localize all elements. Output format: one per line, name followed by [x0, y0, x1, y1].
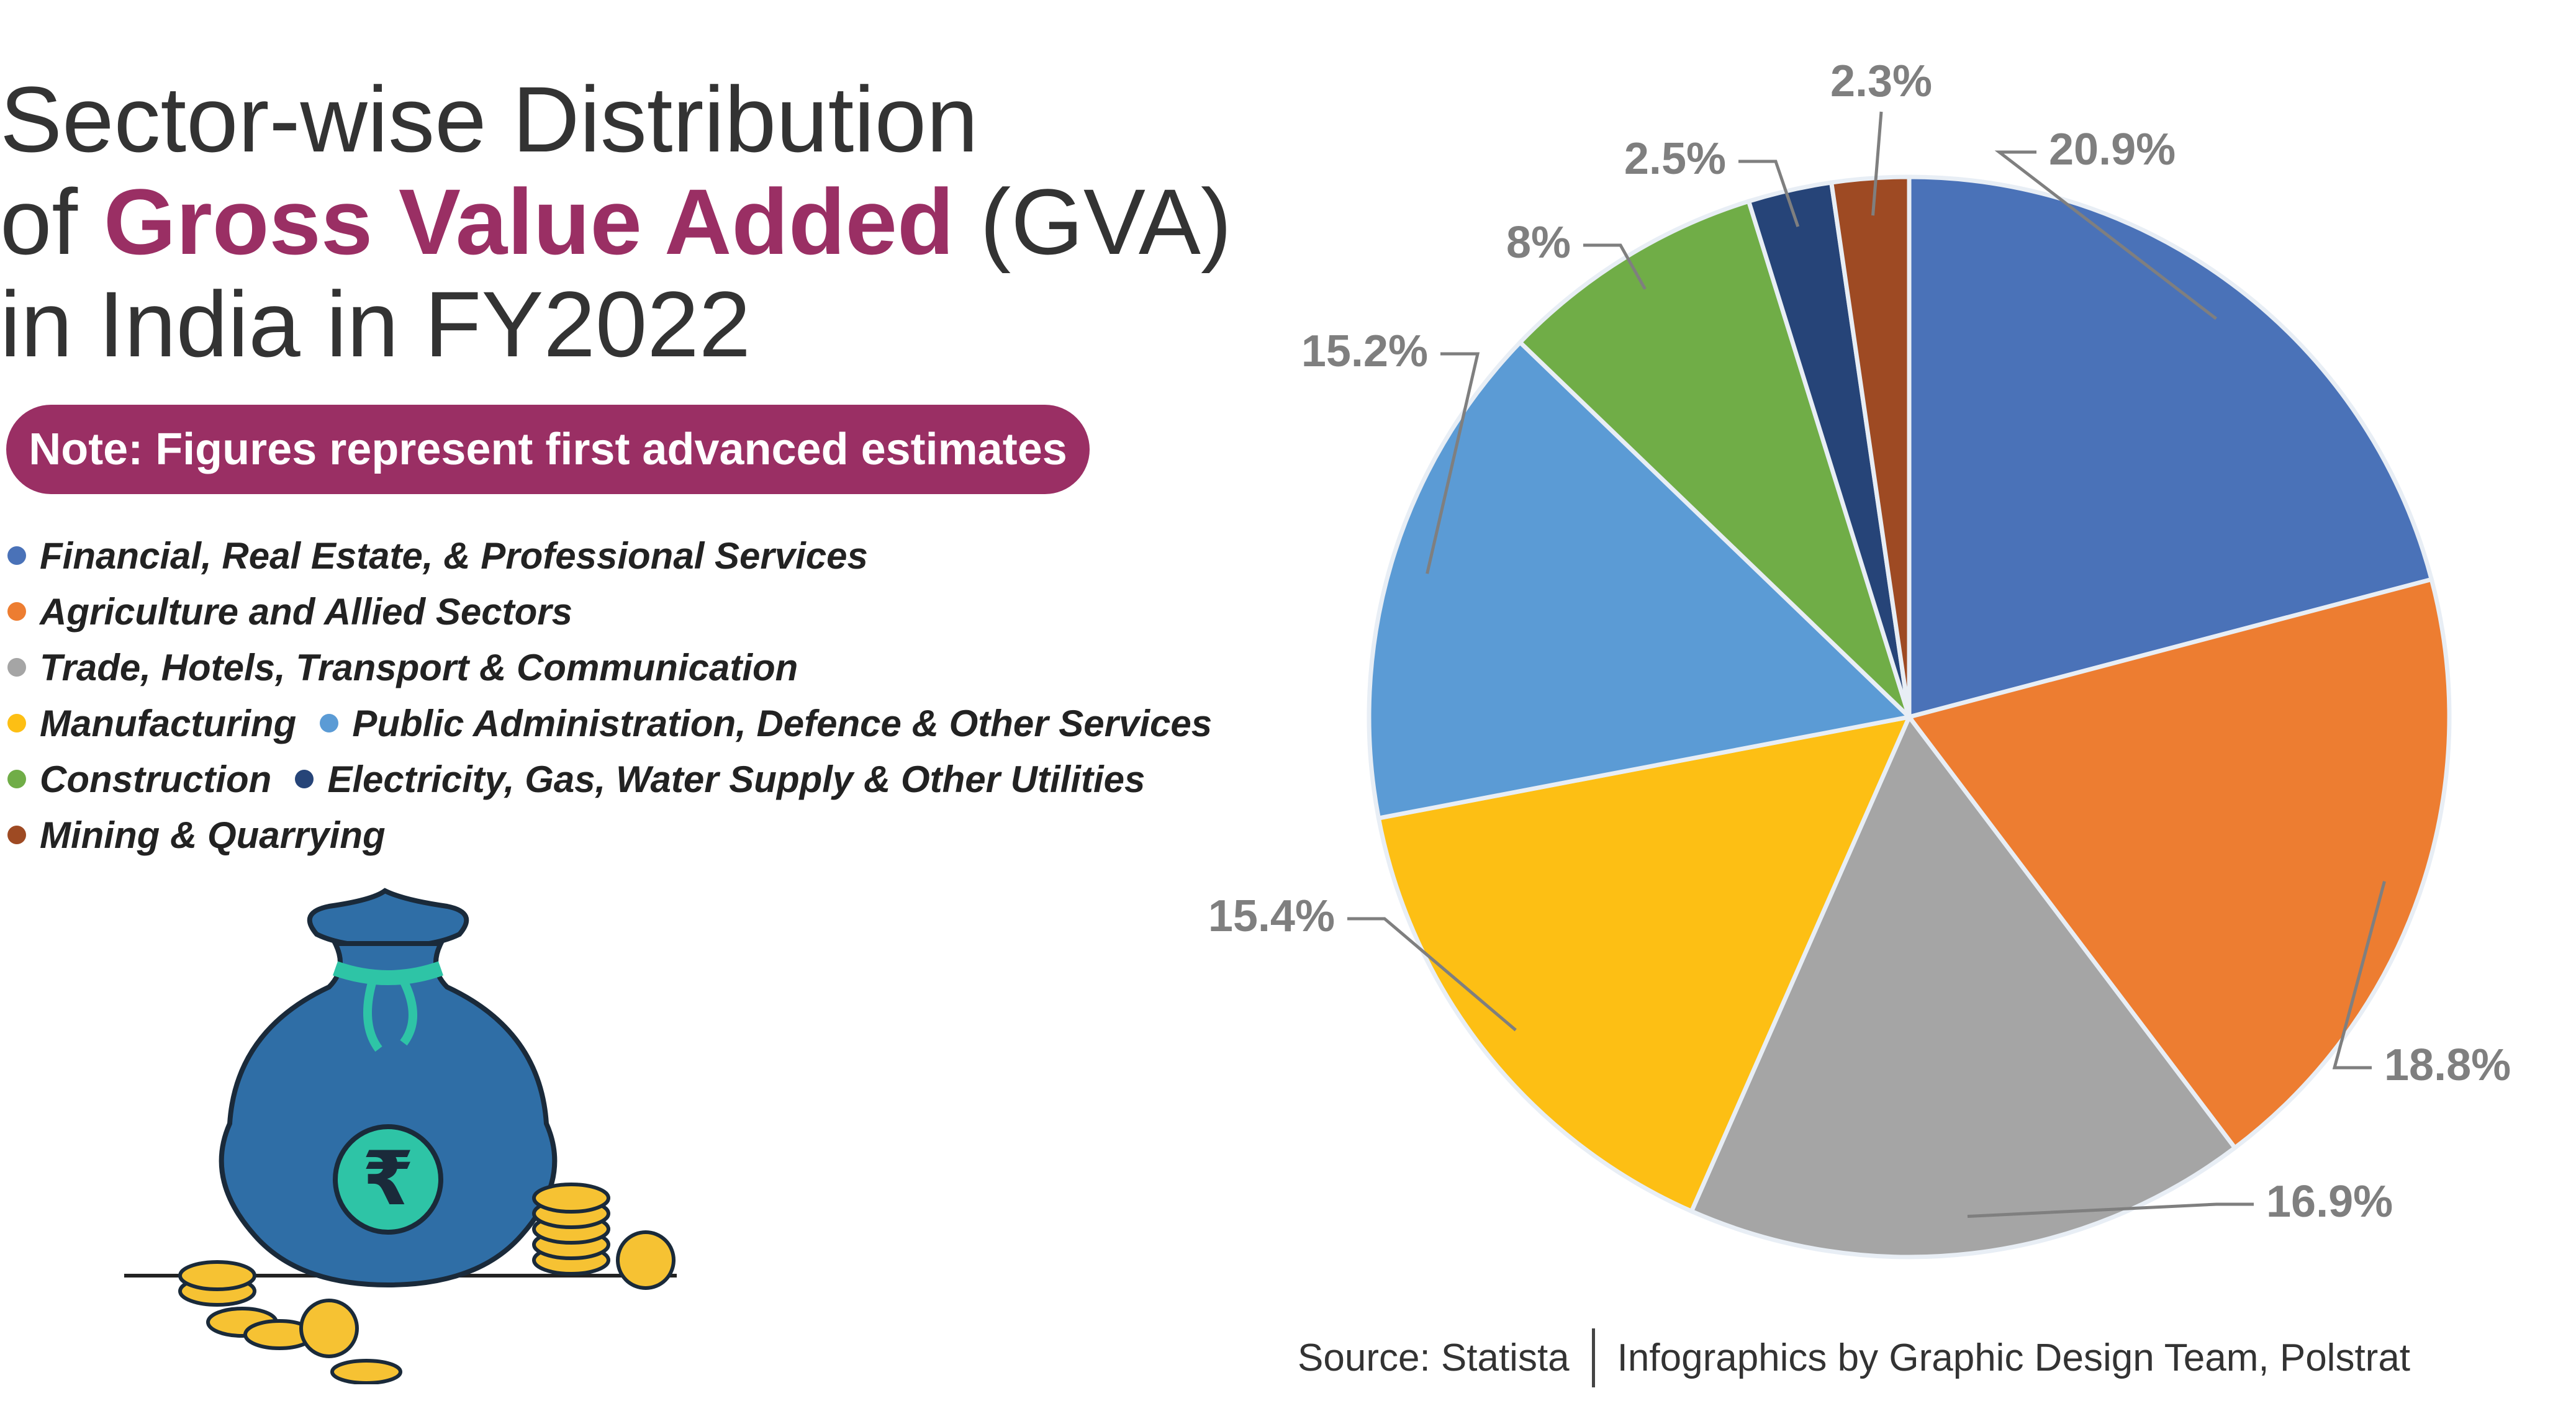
legend-label-mining: Mining & Quarrying: [40, 814, 386, 856]
rupee-symbol: ₹: [362, 1136, 414, 1222]
data-label: 2.5%: [1624, 134, 1726, 184]
pie-slices: [1367, 174, 2452, 1260]
chart-title: Sector-wise Distribution of Gross Value …: [0, 68, 1242, 376]
legend-item-construction: Construction: [7, 758, 271, 801]
pie-labels: 20.9% 18.8% 16.9% 15.4% 15.2% 8% 2.5% 2.3%: [1208, 56, 2511, 1227]
legend-label-construction: Construction: [40, 758, 272, 800]
legend-row: Agriculture and Allied Sectors: [7, 584, 1187, 639]
pie-leader-lines: [1347, 111, 2386, 1219]
data-label: 15.4%: [1208, 891, 1335, 941]
data-label: 8%: [1506, 218, 1571, 268]
title-highlight: Gross Value Added: [103, 169, 954, 274]
legend-item-trade: Trade, Hotels, Transport & Communication: [7, 646, 798, 689]
leader-line: [2332, 881, 2386, 1070]
money-bag-icon: ₹: [124, 888, 677, 1384]
legend-swatch-manufacturing: [7, 714, 26, 732]
legend-label-electricity: Electricity, Gas, Water Supply & Other U…: [327, 758, 1146, 800]
legend: Financial, Real Estate, & Professional S…: [7, 528, 1212, 863]
pie-slice: [1376, 714, 1913, 1214]
legend-swatch-mining: [7, 826, 26, 844]
legend-label-trade: Trade, Hotels, Transport & Communication: [40, 646, 798, 688]
legend-item-manufacturing: Manufacturing: [7, 702, 296, 745]
rupee-coin: [333, 1124, 443, 1235]
legend-swatch-construction: [7, 770, 26, 788]
legend-label-agriculture: Agriculture and Allied Sectors: [40, 590, 572, 633]
pie-slice: [1517, 198, 1912, 719]
legend-row: Construction Electricity, Gas, Water Sup…: [7, 751, 1187, 807]
coin-stack-left: [178, 1260, 402, 1384]
footer: Source: Statista Infographics by Graphic…: [1298, 1328, 2539, 1387]
bag-body: [219, 941, 558, 1288]
leader-line: [1967, 1202, 2254, 1219]
leader-line: [1994, 150, 2217, 320]
data-label: 2.3%: [1830, 56, 1932, 106]
legend-label-public-admin: Public Administration, Defence & Other S…: [352, 702, 1213, 744]
rope-ends: [363, 978, 417, 1052]
source-text: Source: Statista: [1298, 1336, 1570, 1379]
legend-swatch-public-admin: [320, 714, 339, 732]
legend-swatch-trade: [7, 658, 26, 677]
note-badge: Note: Figures represent first advanced e…: [6, 405, 1090, 494]
legend-item-agriculture: Agriculture and Allied Sectors: [7, 590, 572, 633]
data-label: 18.8%: [2384, 1040, 2511, 1090]
leader-line: [1426, 352, 1480, 574]
legend-row: Trade, Hotels, Transport & Communication: [7, 639, 1187, 695]
leader-line: [1871, 111, 1883, 216]
coin-stack-right: [532, 1183, 676, 1290]
footer-divider: [1591, 1328, 1595, 1387]
pie-slice: [1828, 174, 1912, 718]
legend-item-mining: Mining & Quarrying: [7, 814, 386, 857]
data-label: 15.2%: [1301, 327, 1428, 376]
bag-rope: [333, 961, 443, 985]
legend-item-financial: Financial, Real Estate, & Professional S…: [7, 534, 868, 577]
pie-slice: [1688, 713, 2238, 1260]
legend-row: Mining & Quarrying: [7, 807, 1187, 863]
title-line-3: in India in FY2022: [0, 272, 751, 376]
leader-line: [1738, 160, 1800, 227]
legend-item-public-admin: Public Administration, Defence & Other S…: [320, 702, 1212, 745]
pie-slice: [1905, 577, 2452, 1151]
pie-slice: [1907, 174, 2434, 720]
title-line-1: Sector-wise Distribution: [0, 67, 978, 171]
data-label: 16.9%: [2266, 1177, 2393, 1227]
legend-item-electricity: Electricity, Gas, Water Supply & Other U…: [295, 758, 1145, 801]
legend-label-manufacturing: Manufacturing: [40, 702, 297, 744]
legend-row: Financial, Real Estate, & Professional S…: [7, 528, 1187, 584]
legend-row: Manufacturing Public Administration, Def…: [7, 695, 1212, 751]
title-line-2-post: (GVA): [954, 169, 1232, 274]
leader-line: [1347, 917, 1517, 1032]
legend-label-financial: Financial, Real Estate, & Professional S…: [40, 534, 868, 577]
data-label: 20.9%: [2049, 125, 2176, 174]
legend-swatch-financial: [7, 546, 26, 565]
leader-line: [1583, 243, 1647, 290]
title-line-2-pre: of: [0, 169, 104, 274]
legend-swatch-electricity: [295, 770, 314, 788]
title-line-2: of Gross Value Added (GVA): [0, 171, 1242, 273]
legend-swatch-agriculture: [7, 602, 26, 621]
credit-text: Infographics by Graphic Design Team, Pol…: [1617, 1336, 2411, 1379]
pie-slice: [1367, 339, 1914, 821]
